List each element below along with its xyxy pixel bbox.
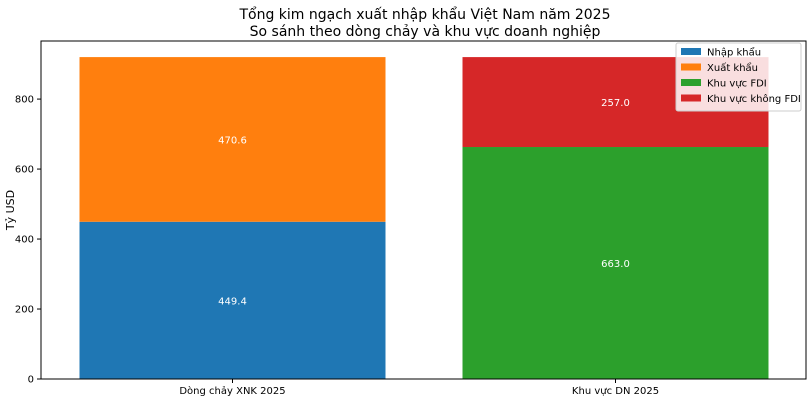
bar-segment-0 [79, 221, 386, 379]
y-axis-label: Tỷ USD [4, 190, 17, 231]
bars-layer [79, 57, 769, 379]
bar-value-label-3: 257.0 [601, 98, 630, 109]
x-tick-label-0: Dòng chảy XNK 2025 [179, 385, 285, 397]
legend-box [675, 42, 802, 112]
bar-value-label-0: 449.4 [218, 296, 247, 307]
plot-frame [40, 40, 807, 380]
legend-swatch-0 [681, 48, 701, 55]
y-tick-label-3: 600 [15, 165, 34, 176]
legend-swatch-1 [681, 63, 701, 71]
chart-subtitle: So sánh theo dòng chảy và khu vực doanh … [250, 24, 601, 40]
legend: Nhập khẩu Xuất khẩu Khu vực FDI Khu vực khô… [675, 42, 802, 112]
legend-swatch-3 [681, 94, 701, 102]
legend-label-0: Nhập khẩu [707, 46, 761, 59]
bar-segment-2 [462, 147, 769, 379]
legend-label-3: Khu vực không FDI [707, 93, 801, 105]
bar-value-label-2: 663.0 [601, 259, 630, 270]
value-labels-layer: 449.4 470.6 663.0 257.0 [218, 98, 630, 307]
legend-label-1: Xuất khẩu [707, 61, 758, 74]
chart-title: Tổng kim ngạch xuất nhập khẩu Việt Nam n… [238, 6, 610, 23]
legend-label-2: Khu vực FDI [707, 79, 767, 90]
y-tick-label-0: 0 [28, 375, 34, 386]
x-tick-label-1: Khu vực DN 2025 [572, 386, 659, 397]
y-tick-label-2: 400 [15, 235, 34, 246]
legend-swatch-2 [681, 79, 701, 86]
y-axis: 0 200 400 600 800 [15, 95, 41, 386]
x-axis: Dòng chảy XNK 2025 Khu vực DN 2025 [179, 379, 659, 397]
bar-segment-1 [79, 57, 386, 222]
y-tick-label-1: 200 [15, 305, 34, 316]
y-tick-label-4: 800 [15, 95, 34, 106]
bar-value-label-1: 470.6 [218, 135, 247, 146]
